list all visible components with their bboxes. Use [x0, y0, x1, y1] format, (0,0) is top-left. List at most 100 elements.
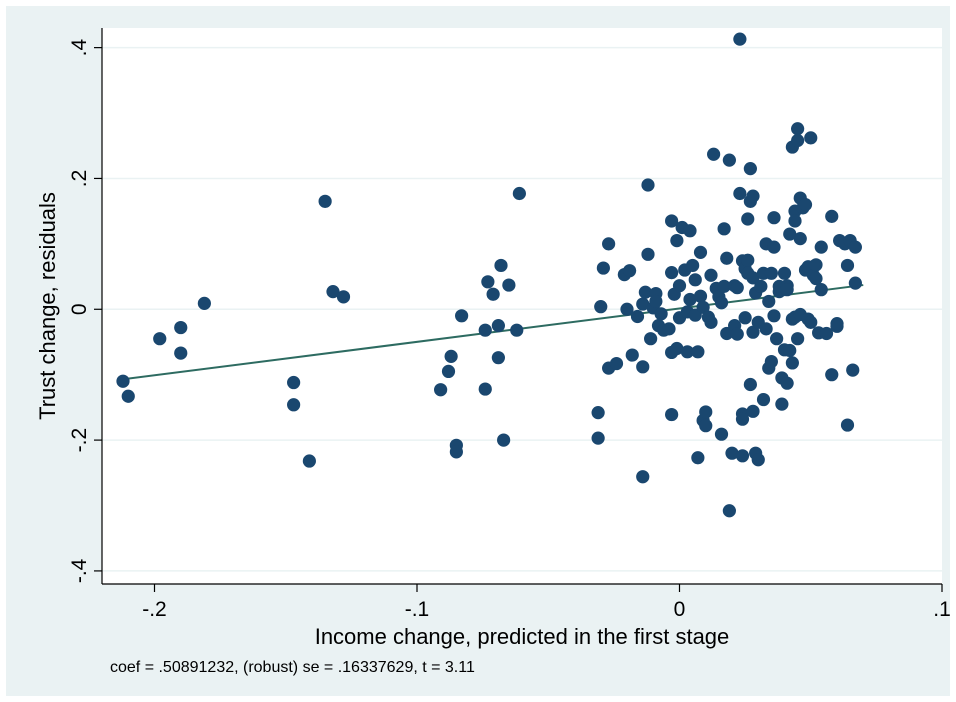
- data-point: [804, 131, 818, 145]
- y-tick-label-3: .2: [68, 170, 91, 188]
- x-tick-label-1: -.1: [405, 598, 430, 621]
- data-point: [717, 222, 731, 236]
- data-point: [686, 258, 700, 273]
- data-point: [798, 198, 813, 212]
- data-point: [780, 283, 794, 297]
- data-point: [693, 289, 708, 303]
- data-point: [491, 319, 505, 333]
- data-point: [449, 445, 463, 459]
- data-point: [722, 153, 736, 167]
- data-point: [326, 285, 340, 299]
- data-point: [840, 418, 855, 432]
- data-point: [174, 320, 188, 335]
- data-point: [764, 355, 778, 369]
- data-point: [738, 311, 752, 325]
- data-point: [717, 279, 731, 293]
- data-point: [746, 189, 760, 203]
- data-point: [691, 345, 705, 359]
- data-point: [735, 412, 750, 426]
- data-point: [830, 317, 844, 331]
- data-point: [848, 240, 862, 254]
- data-point: [602, 237, 616, 251]
- data-point: [625, 348, 639, 362]
- data-point: [174, 346, 188, 360]
- data-point: [594, 300, 608, 314]
- data-point: [497, 433, 511, 447]
- data-point: [814, 240, 828, 254]
- data-point: [665, 407, 679, 422]
- data-point: [840, 258, 855, 273]
- data-point: [730, 327, 744, 341]
- x-tick-label-3: .1: [933, 598, 951, 621]
- data-point: [672, 279, 687, 293]
- data-point: [636, 470, 650, 484]
- axis-ticks: -.2 -.1 0 .1 -.4 -.2 0 .2 .4: [68, 39, 951, 621]
- data-point: [741, 212, 755, 226]
- data-point: [478, 323, 492, 337]
- x-axis-title: Income change, predicted in the first st…: [315, 624, 730, 649]
- data-point: [746, 325, 760, 339]
- data-point: [743, 162, 757, 176]
- data-point: [502, 278, 516, 292]
- data-point: [770, 332, 784, 346]
- data-point: [707, 147, 721, 161]
- data-point: [491, 351, 505, 365]
- data-point: [630, 309, 645, 324]
- data-point: [743, 377, 757, 392]
- data-point: [791, 332, 805, 346]
- data-point: [791, 122, 805, 136]
- data-point: [680, 345, 694, 359]
- data-point: [336, 290, 351, 304]
- data-point: [623, 264, 637, 278]
- data-point: [441, 364, 456, 379]
- data-point: [641, 178, 655, 192]
- data-point: [775, 397, 789, 411]
- fit-line: [122, 284, 864, 381]
- data-point: [116, 374, 130, 388]
- data-point: [730, 281, 744, 295]
- data-point: [754, 279, 768, 293]
- data-point: [785, 356, 799, 370]
- y-tick-label-2: 0: [68, 303, 91, 315]
- data-point: [819, 326, 834, 341]
- data-point: [287, 375, 301, 390]
- x-tick-label-2: 0: [674, 598, 686, 621]
- data-point: [767, 240, 781, 254]
- data-point: [722, 504, 736, 518]
- data-point: [756, 392, 771, 407]
- data-point: [481, 275, 495, 289]
- y-tick-label-0: -.4: [68, 558, 91, 583]
- data-point: [153, 332, 167, 346]
- x-tick-label-0: -.2: [142, 598, 167, 621]
- y-tick-label-1: -.2: [68, 428, 91, 453]
- data-point: [455, 309, 469, 323]
- y-tick-label-4: .4: [68, 39, 91, 57]
- data-point: [762, 294, 776, 309]
- data-point: [825, 209, 839, 223]
- data-point: [649, 294, 663, 309]
- data-point: [662, 322, 676, 336]
- data-point: [746, 271, 760, 285]
- data-point: [764, 266, 778, 280]
- data-point: [825, 368, 839, 382]
- data-point: [683, 292, 697, 307]
- data-point: [434, 383, 448, 397]
- data-point: [793, 232, 807, 246]
- data-point: [596, 261, 610, 275]
- data-point: [767, 309, 781, 323]
- data-point: [804, 315, 818, 329]
- data-point: [654, 307, 668, 321]
- data-point: [636, 360, 650, 374]
- plot-area: [102, 28, 942, 584]
- data-point: [699, 405, 713, 419]
- data-point: [486, 287, 500, 301]
- data-point: [670, 233, 684, 248]
- data-point: [591, 406, 605, 420]
- data-point: [741, 253, 755, 267]
- data-point: [699, 419, 713, 433]
- data-point: [512, 186, 526, 201]
- data-point: [688, 273, 702, 287]
- data-point: [696, 300, 710, 314]
- data-point: [791, 133, 805, 148]
